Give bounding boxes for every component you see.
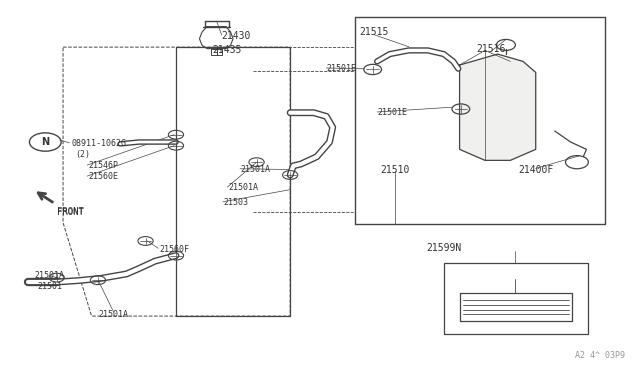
Text: 21599N: 21599N	[426, 243, 461, 253]
Text: 21560F: 21560F	[159, 244, 189, 254]
Text: 21546P: 21546P	[88, 161, 118, 170]
Text: 21435: 21435	[212, 45, 241, 55]
Text: 08911-1062G: 08911-1062G	[71, 140, 126, 148]
Text: 21501A: 21501A	[241, 165, 271, 174]
Text: FRONT: FRONT	[57, 208, 84, 217]
Text: 21503: 21503	[223, 198, 248, 207]
Text: 21516: 21516	[477, 44, 506, 54]
Text: 21501A: 21501A	[228, 183, 258, 192]
Text: 21501: 21501	[38, 282, 63, 291]
Text: 21400F: 21400F	[518, 164, 554, 174]
Text: FRONT: FRONT	[57, 207, 84, 216]
Text: 21430: 21430	[221, 31, 251, 41]
Text: 21510: 21510	[380, 164, 410, 174]
Polygon shape	[460, 54, 536, 160]
Text: 21501E: 21501E	[326, 64, 356, 73]
Text: (2): (2)	[76, 150, 91, 159]
Text: 21501E: 21501E	[377, 108, 407, 117]
Text: A2 4^ 03P9: A2 4^ 03P9	[575, 351, 625, 360]
Text: 21515: 21515	[359, 27, 388, 37]
Text: 21560E: 21560E	[88, 172, 118, 181]
Text: 21501A: 21501A	[99, 311, 129, 320]
Text: N: N	[41, 137, 49, 147]
Text: 21501A: 21501A	[35, 271, 65, 280]
